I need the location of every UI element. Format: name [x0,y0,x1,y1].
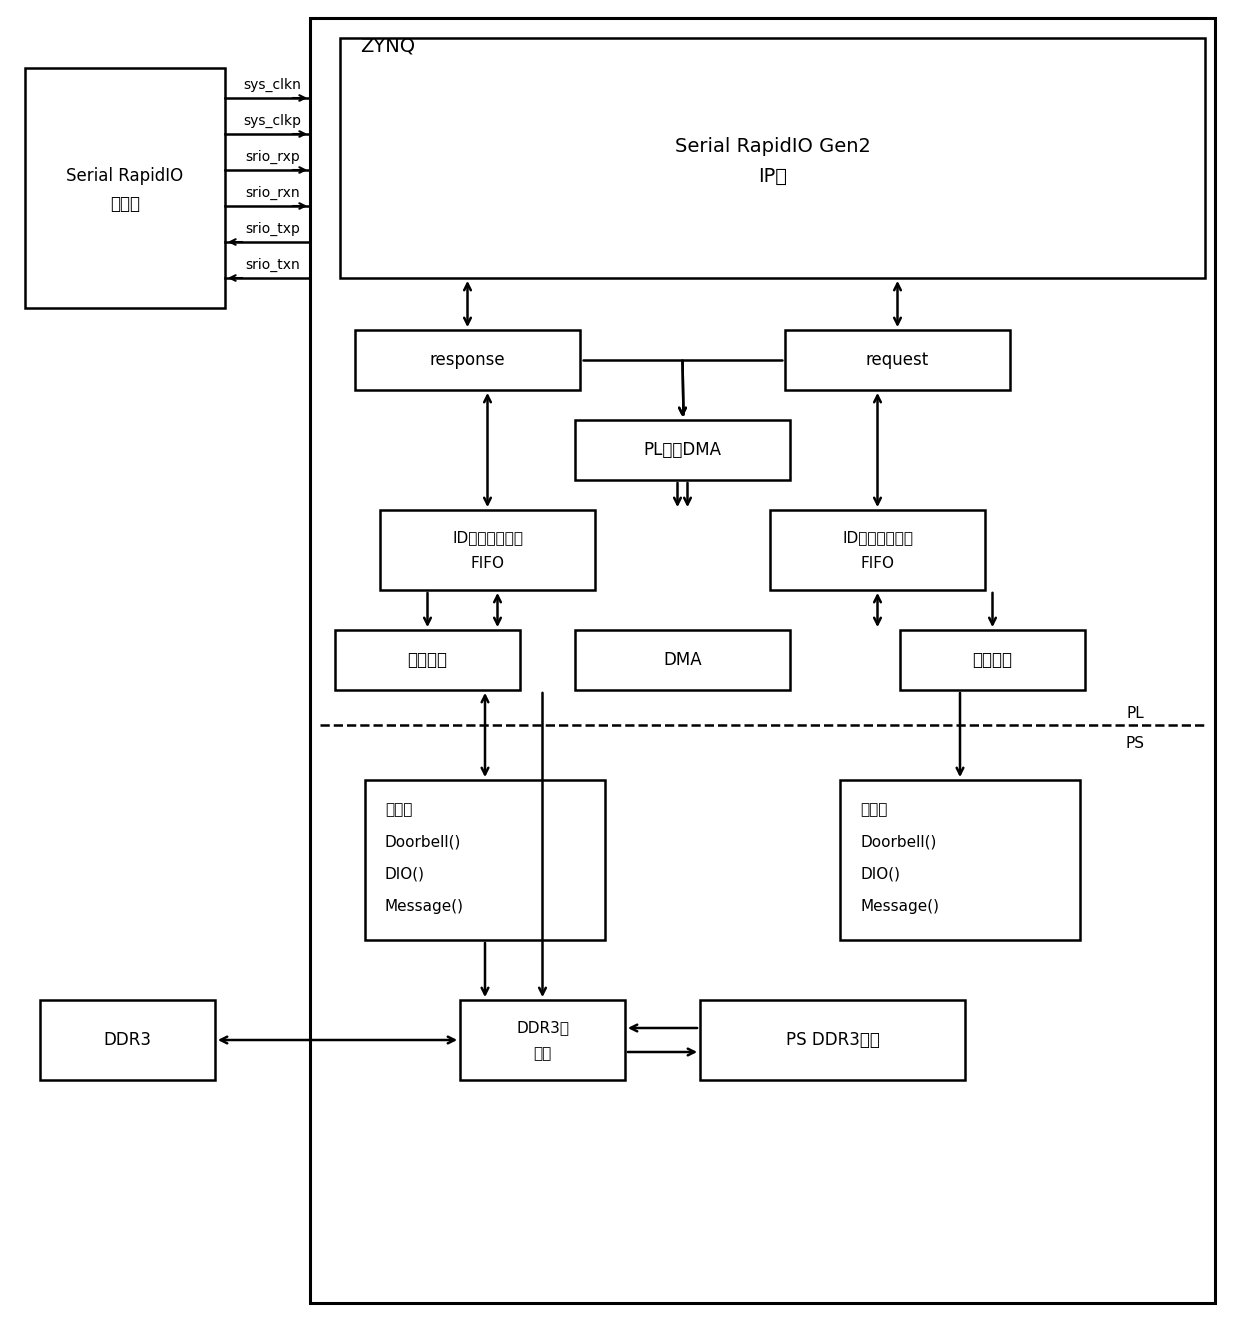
Text: sys_clkn: sys_clkn [243,77,301,92]
Text: Doorbell(): Doorbell() [861,835,936,849]
Text: ZYNQ: ZYNQ [360,36,415,56]
Text: sys_clkp: sys_clkp [243,114,301,128]
Text: 交换机: 交换机 [110,196,140,213]
Bar [839,780,1080,940]
Bar [25,68,224,307]
Bar [770,510,985,590]
Text: ID、长度、数据: ID、长度、数据 [453,531,523,546]
Bar [460,1000,625,1079]
Text: srio_rxn: srio_rxn [246,186,300,200]
Text: Serial RapidIO: Serial RapidIO [67,166,184,185]
Text: srio_rxp: srio_rxp [246,150,300,164]
Bar [575,630,790,689]
Text: 函数：: 函数： [384,803,413,817]
Text: 节点发送: 节点发送 [972,651,1013,669]
Bar [335,630,520,689]
Text: IP核: IP核 [758,166,787,185]
Text: PL: PL [1126,705,1143,720]
Text: srio_txp: srio_txp [246,222,300,236]
Text: PS DDR3控制: PS DDR3控制 [786,1032,879,1049]
Bar [575,421,790,480]
Text: Message(): Message() [384,898,464,913]
Text: DIO(): DIO() [384,866,425,881]
Text: PL控制DMA: PL控制DMA [644,441,722,459]
Text: 制器: 制器 [533,1046,552,1062]
Text: ID、长度、数据: ID、长度、数据 [842,531,913,546]
Text: request: request [866,351,929,369]
Text: 节点控制: 节点控制 [408,651,448,669]
Text: srio_txn: srio_txn [246,258,300,272]
Text: Serial RapidIO Gen2: Serial RapidIO Gen2 [675,137,870,156]
Text: FIFO: FIFO [470,556,505,571]
Text: PS: PS [1126,736,1145,751]
Text: 函数：: 函数： [861,803,888,817]
Text: DDR3控: DDR3控 [516,1021,569,1036]
Bar [40,1000,215,1079]
Text: FIFO: FIFO [861,556,894,571]
Text: response: response [430,351,506,369]
Bar [785,330,1011,390]
Text: DDR3: DDR3 [103,1032,151,1049]
Bar [900,630,1085,689]
Bar [310,19,1215,1303]
Text: DMA: DMA [663,651,702,669]
Bar [340,39,1205,278]
Bar [355,330,580,390]
Bar [379,510,595,590]
Bar [365,780,605,940]
Text: DIO(): DIO() [861,866,900,881]
Bar [701,1000,965,1079]
Text: Doorbell(): Doorbell() [384,835,461,849]
Text: Message(): Message() [861,898,939,913]
